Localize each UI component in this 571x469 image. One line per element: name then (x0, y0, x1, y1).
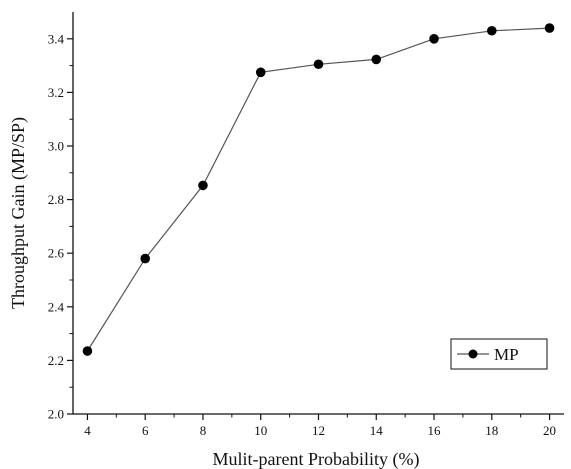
x-tick-label: 6 (142, 423, 149, 438)
legend: MP (450, 338, 548, 370)
y-tick-label: 3.2 (48, 85, 64, 100)
y-tick-label: 2.0 (48, 407, 64, 422)
data-point (544, 23, 555, 33)
x-tick-label: 14 (370, 423, 384, 438)
x-tick-label: 12 (312, 423, 325, 438)
data-point (82, 346, 93, 356)
y-ticks: 2.0 2.2 2.4 2.6 2.8 3.0 3.2 3.4 (48, 31, 73, 422)
x-tick-label: 18 (485, 423, 498, 438)
y-tick-label: 3.0 (48, 139, 64, 154)
x-axis-label: Mulit-parent Probability (%) (213, 449, 420, 469)
y-tick-label: 2.2 (48, 353, 64, 368)
data-point (486, 25, 497, 36)
series-line-mp (86, 27, 550, 352)
data-point (255, 67, 266, 78)
data-point (198, 180, 208, 191)
y-tick-label: 2.6 (48, 246, 65, 261)
data-point (313, 59, 324, 70)
x-ticks: 4 6 8 10 12 14 16 18 20 (84, 414, 556, 438)
x-tick-label: 20 (543, 423, 556, 438)
data-point (429, 34, 439, 44)
x-tick-label: 8 (200, 423, 207, 438)
x-tick-label: 10 (254, 423, 267, 438)
legend-entry-mp: MP (494, 345, 519, 364)
data-point (371, 54, 382, 65)
x-tick-label: 16 (428, 423, 442, 438)
y-axis-label: Throughput Gain (MP/SP) (8, 117, 29, 309)
y-tick-label: 2.8 (48, 192, 64, 207)
y-tick-label: 2.4 (48, 299, 65, 314)
series-layer (82, 23, 555, 356)
y-tick-label: 3.4 (48, 31, 65, 46)
data-point (140, 253, 151, 264)
legend-marker (468, 349, 478, 359)
x-tick-label: 4 (84, 423, 91, 438)
